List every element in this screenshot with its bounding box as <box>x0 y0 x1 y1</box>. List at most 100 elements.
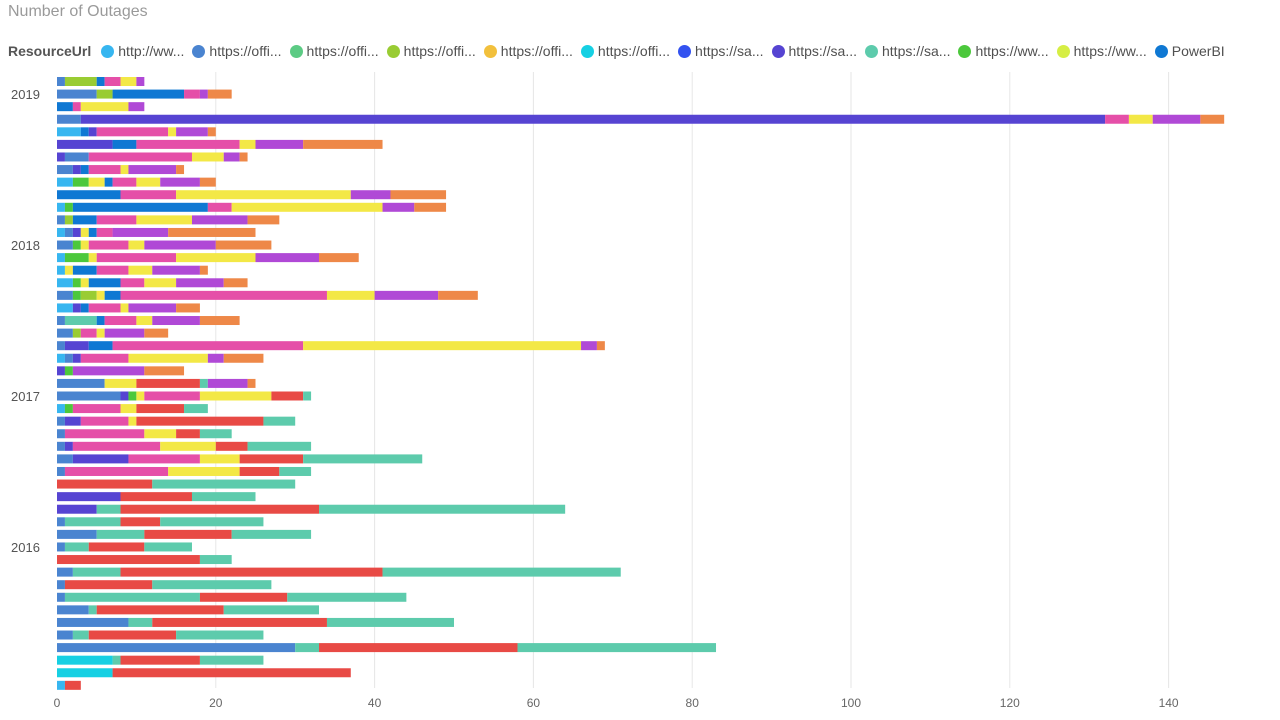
bar-segment[interactable] <box>96 529 145 539</box>
bar-segment[interactable] <box>64 680 81 690</box>
bar-segment[interactable] <box>374 290 439 300</box>
bar-segment[interactable] <box>207 89 232 99</box>
bar-segment[interactable] <box>72 567 121 577</box>
bar-segment[interactable] <box>57 580 65 590</box>
bar-segment[interactable] <box>57 479 153 489</box>
bar-segment[interactable] <box>120 492 192 502</box>
bar-segment[interactable] <box>72 630 89 640</box>
bar-segment[interactable] <box>57 492 121 502</box>
bar-segment[interactable] <box>303 341 582 351</box>
bar-segment[interactable] <box>247 215 280 225</box>
bar-segment[interactable] <box>191 215 248 225</box>
bar-segment[interactable] <box>199 555 232 565</box>
bar-segment[interactable] <box>223 605 320 615</box>
bar-segment[interactable] <box>144 366 185 376</box>
bar-segment[interactable] <box>184 89 200 99</box>
bar-segment[interactable] <box>120 504 320 514</box>
bar-segment[interactable] <box>57 152 65 162</box>
bar-segment[interactable] <box>168 127 177 137</box>
bar-segment[interactable] <box>57 555 200 565</box>
bar-segment[interactable] <box>104 290 121 300</box>
bar-segment[interactable] <box>319 504 566 514</box>
bar-segment[interactable] <box>128 102 145 112</box>
bar-segment[interactable] <box>271 391 304 401</box>
bar-segment[interactable] <box>57 89 97 99</box>
bar-segment[interactable] <box>104 328 145 338</box>
bar-segment[interactable] <box>57 617 129 627</box>
bar-segment[interactable] <box>72 202 208 212</box>
bar-segment[interactable] <box>199 454 240 464</box>
bar-segment[interactable] <box>144 529 232 539</box>
bar-segment[interactable] <box>255 253 320 263</box>
bar-segment[interactable] <box>88 605 97 615</box>
bar-segment[interactable] <box>80 290 97 300</box>
bar-segment[interactable] <box>64 227 73 237</box>
bar-segment[interactable] <box>152 479 296 489</box>
bar-segment[interactable] <box>231 202 383 212</box>
bar-segment[interactable] <box>88 303 121 313</box>
bar-segment[interactable] <box>199 316 240 326</box>
bar-segment[interactable] <box>88 630 177 640</box>
bar-segment[interactable] <box>414 202 447 212</box>
bar-segment[interactable] <box>57 253 65 263</box>
legend-item[interactable]: https://offi... <box>289 43 379 59</box>
bar-segment[interactable] <box>112 227 169 237</box>
bar-segment[interactable] <box>88 278 121 288</box>
bar-segment[interactable] <box>57 378 105 388</box>
bar-segment[interactable] <box>144 391 200 401</box>
bar-segment[interactable] <box>382 202 415 212</box>
bar-segment[interactable] <box>120 77 137 86</box>
bar-segment[interactable] <box>64 580 153 590</box>
bar-segment[interactable] <box>136 391 145 401</box>
bar-segment[interactable] <box>1152 114 1201 124</box>
bar-segment[interactable] <box>80 416 129 426</box>
bar-segment[interactable] <box>80 165 89 175</box>
bar-segment[interactable] <box>120 165 129 175</box>
bar-segment[interactable] <box>326 617 454 627</box>
bar-segment[interactable] <box>72 227 81 237</box>
bar-segment[interactable] <box>80 240 89 250</box>
bar-segment[interactable] <box>247 378 256 388</box>
bar-segment[interactable] <box>96 316 105 326</box>
bar-segment[interactable] <box>57 127 81 137</box>
bar-segment[interactable] <box>350 190 391 200</box>
bar-segment[interactable] <box>80 353 129 363</box>
bar-segment[interactable] <box>88 165 121 175</box>
bar-segment[interactable] <box>239 139 256 149</box>
bar-segment[interactable] <box>581 341 597 351</box>
bar-segment[interactable] <box>72 454 129 464</box>
bar-segment[interactable] <box>326 290 375 300</box>
legend-item[interactable]: PowerBI <box>1154 43 1225 59</box>
bar-segment[interactable] <box>199 391 272 401</box>
bar-segment[interactable] <box>64 429 145 439</box>
bar-segment[interactable] <box>64 265 73 275</box>
bar-segment[interactable] <box>176 253 256 263</box>
bar-segment[interactable] <box>57 504 97 514</box>
bar-segment[interactable] <box>120 567 383 577</box>
bar-segment[interactable] <box>199 429 232 439</box>
bar-segment[interactable] <box>176 303 200 313</box>
bar-segment[interactable] <box>144 328 169 338</box>
bar-segment[interactable] <box>1200 114 1225 124</box>
bar-segment[interactable] <box>199 177 216 187</box>
bar-segment[interactable] <box>64 152 89 162</box>
bar-segment[interactable] <box>303 391 312 401</box>
bar-segment[interactable] <box>57 165 73 175</box>
legend-item[interactable]: https://ww... <box>1056 43 1147 59</box>
bar-segment[interactable] <box>57 517 65 527</box>
bar-segment[interactable] <box>57 265 65 275</box>
bar-segment[interactable] <box>57 542 65 552</box>
bar-segment[interactable] <box>64 316 97 326</box>
bar-segment[interactable] <box>207 202 232 212</box>
bar-segment[interactable] <box>120 190 177 200</box>
bar-segment[interactable] <box>57 466 65 476</box>
bar-segment[interactable] <box>160 441 216 451</box>
bar-segment[interactable] <box>231 529 312 539</box>
bar-segment[interactable] <box>136 404 185 414</box>
bar-segment[interactable] <box>57 290 73 300</box>
bar-segment[interactable] <box>152 265 200 275</box>
bar-segment[interactable] <box>88 240 129 250</box>
bar-segment[interactable] <box>136 215 192 225</box>
bar-segment[interactable] <box>64 517 121 527</box>
bar-segment[interactable] <box>64 353 73 363</box>
